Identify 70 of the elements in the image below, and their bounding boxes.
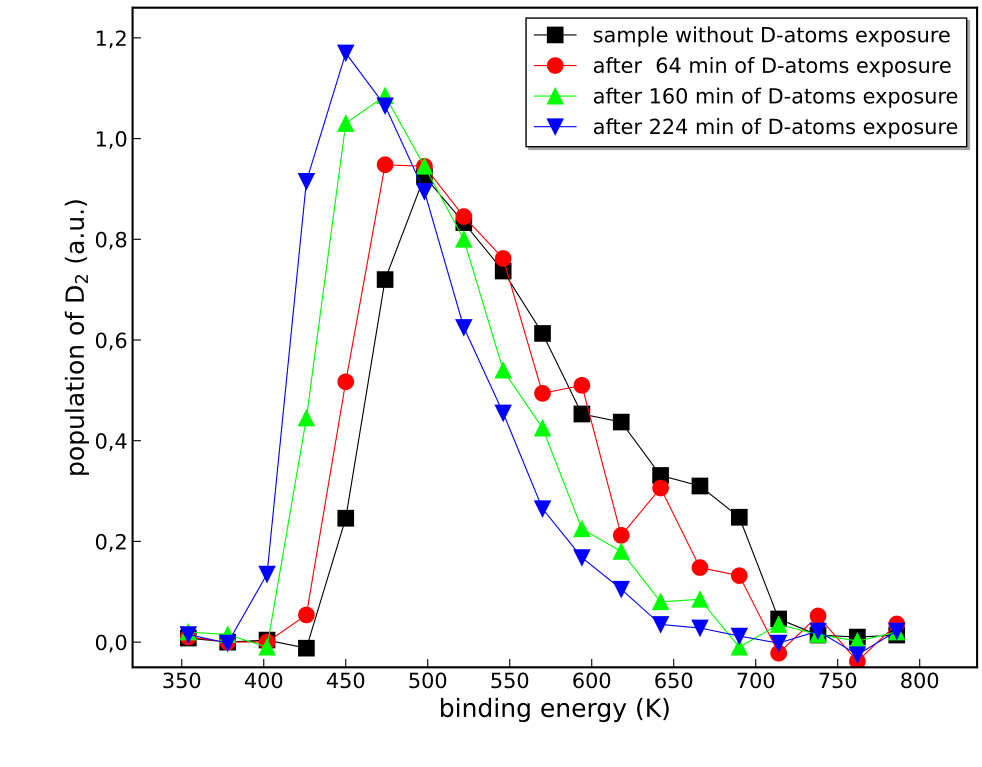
- point: [574, 406, 590, 422]
- x-tick-label: 650: [655, 672, 692, 688]
- x-tick-label: 500: [409, 672, 446, 688]
- point: [534, 385, 551, 402]
- point: [416, 183, 433, 200]
- y-tick-label: 0,8: [96, 232, 126, 250]
- point: [692, 478, 708, 494]
- point: [612, 543, 630, 560]
- point: [730, 567, 748, 584]
- point: [534, 420, 551, 436]
- point: [376, 271, 394, 288]
- point: [298, 173, 315, 190]
- legend-label: after 224 min of D-atoms exposure: [594, 118, 958, 138]
- x-tick-label: 700: [738, 672, 774, 688]
- point: [810, 608, 826, 624]
- point: [849, 646, 866, 664]
- legend-label: sample without D-atoms exposure: [594, 26, 950, 47]
- point: [337, 115, 354, 132]
- y-axis-title: population of D$_{2}$ (a.u.): [64, 200, 89, 475]
- y-tick-label: 0,0: [96, 634, 126, 652]
- point: [692, 559, 708, 576]
- y-tick-label: 0,2: [96, 534, 126, 552]
- point: [612, 580, 630, 598]
- legend-label: after 64 min of D-atoms exposure: [594, 57, 951, 78]
- point: [770, 634, 788, 652]
- x-tick-label: 800: [901, 672, 938, 688]
- point: [494, 404, 512, 422]
- x-tick-label: 450: [326, 672, 364, 688]
- y-tick-label: 1,0: [96, 131, 126, 149]
- point: [692, 590, 708, 608]
- point: [574, 549, 590, 566]
- x-tick-label: 550: [491, 672, 528, 688]
- point: [574, 376, 590, 394]
- x-tick-label: 750: [820, 672, 856, 688]
- point: [652, 480, 669, 496]
- x-tick-label: 400: [244, 672, 282, 688]
- point: [258, 638, 276, 656]
- point: [494, 362, 512, 379]
- x-tick-label: 350: [163, 672, 200, 688]
- point: [534, 500, 551, 518]
- point: [455, 208, 472, 225]
- point: [730, 508, 748, 526]
- point: [376, 98, 394, 114]
- point: [298, 410, 315, 426]
- point: [376, 156, 394, 174]
- point: [612, 414, 630, 430]
- point: [810, 622, 826, 640]
- point: [730, 628, 748, 644]
- point: [455, 230, 472, 248]
- point: [455, 319, 472, 336]
- point: [612, 527, 630, 544]
- point: [258, 566, 276, 582]
- point: [692, 620, 708, 636]
- point: [298, 606, 315, 624]
- point: [534, 325, 551, 342]
- point: [652, 616, 669, 633]
- y-tick-label: 1,2: [96, 30, 126, 48]
- point: [652, 594, 669, 610]
- y-tick-label: 0,4: [96, 433, 127, 452]
- point: [337, 44, 354, 62]
- point: [494, 250, 512, 267]
- point: [574, 520, 590, 538]
- point: [337, 510, 354, 527]
- point: [298, 640, 315, 656]
- y-tick-label: 0,6: [96, 332, 126, 350]
- x-axis-title: binding energy (K): [441, 698, 669, 722]
- x-tick-label: 600: [573, 672, 610, 688]
- point: [337, 373, 354, 390]
- legend-label: after 160 min of D-atoms exposure: [594, 88, 958, 108]
- point: [770, 616, 788, 633]
